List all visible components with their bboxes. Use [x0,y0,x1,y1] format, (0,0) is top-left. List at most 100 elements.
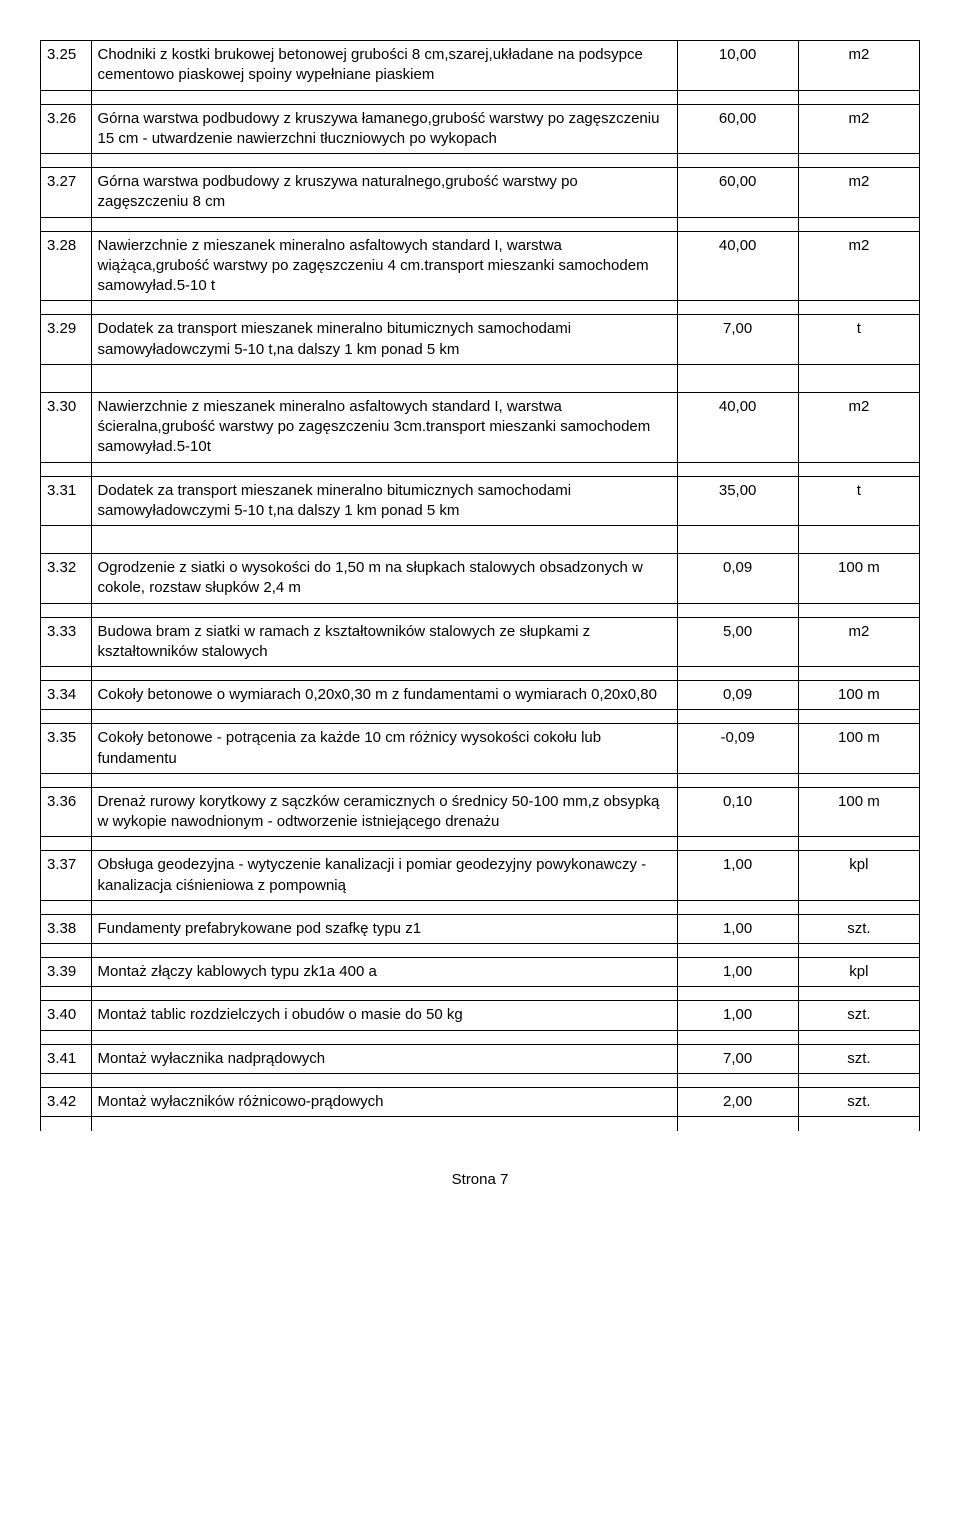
table-row: 3.33Budowa bram z siatki w ramach z kszt… [41,617,920,667]
row-id: 3.40 [41,1001,92,1030]
row-description: Montaż wyłacznika nadprądowych [91,1044,677,1073]
row-description: Nawierzchnie z mieszanek mineralno asfal… [91,392,677,462]
row-quantity: 0,09 [677,554,798,604]
spacer-row [41,526,920,540]
row-unit: 100 m [798,787,919,837]
spacer-row [41,710,920,724]
spacer-row [41,540,920,554]
cost-table: 3.25Chodniki z kostki brukowej betonowej… [40,40,920,1131]
row-description: Chodniki z kostki brukowej betonowej gru… [91,41,677,91]
row-description: Budowa bram z siatki w ramach z kształto… [91,617,677,667]
spacer-row [41,944,920,958]
row-description: Drenaż rurowy korytkowy z sączków cerami… [91,787,677,837]
row-unit: szt. [798,1001,919,1030]
spacer-row [41,1030,920,1044]
spacer-row [41,90,920,104]
row-id: 3.33 [41,617,92,667]
row-quantity: 10,00 [677,41,798,91]
row-id: 3.37 [41,851,92,901]
row-id: 3.38 [41,914,92,943]
row-id: 3.28 [41,231,92,301]
table-row: 3.36Drenaż rurowy korytkowy z sączków ce… [41,787,920,837]
table-row: 3.37Obsługa geodezyjna - wytyczenie kana… [41,851,920,901]
table-row: 3.35Cokoły betonowe - potrącenia za każd… [41,724,920,774]
row-id: 3.26 [41,104,92,154]
table-row: 3.38Fundamenty prefabrykowane pod szafkę… [41,914,920,943]
row-description: Montaż wyłaczników różnicowo-prądowych [91,1087,677,1116]
table-row: 3.30Nawierzchnie z mieszanek mineralno a… [41,392,920,462]
row-quantity: 1,00 [677,958,798,987]
row-quantity: 2,00 [677,1087,798,1116]
spacer-row [41,773,920,787]
spacer-row [41,1117,920,1131]
spacer-row [41,301,920,315]
table-row: 3.39Montaż złączy kablowych typu zk1a 40… [41,958,920,987]
row-unit: kpl [798,958,919,987]
row-quantity: 60,00 [677,104,798,154]
spacer-row [41,667,920,681]
row-unit: m2 [798,168,919,218]
row-id: 3.25 [41,41,92,91]
row-unit: t [798,476,919,526]
row-description: Cokoły betonowe - potrącenia za każde 10… [91,724,677,774]
row-description: Montaż złączy kablowych typu zk1a 400 a [91,958,677,987]
row-unit: m2 [798,617,919,667]
spacer-row [41,217,920,231]
row-quantity: 1,00 [677,914,798,943]
table-row: 3.34Cokoły betonowe o wymiarach 0,20x0,3… [41,681,920,710]
row-description: Nawierzchnie z mieszanek mineralno asfal… [91,231,677,301]
row-unit: m2 [798,231,919,301]
row-quantity: 1,00 [677,1001,798,1030]
spacer-row [41,378,920,392]
spacer-row [41,603,920,617]
row-unit: m2 [798,392,919,462]
row-id: 3.39 [41,958,92,987]
spacer-row [41,364,920,378]
row-id: 3.32 [41,554,92,604]
row-description: Cokoły betonowe o wymiarach 0,20x0,30 m … [91,681,677,710]
row-unit: m2 [798,104,919,154]
row-unit: t [798,315,919,365]
row-quantity: 5,00 [677,617,798,667]
table-row: 3.26Górna warstwa podbudowy z kruszywa ł… [41,104,920,154]
row-id: 3.27 [41,168,92,218]
row-description: Fundamenty prefabrykowane pod szafkę typ… [91,914,677,943]
table-row: 3.41Montaż wyłacznika nadprądowych7,00sz… [41,1044,920,1073]
row-id: 3.31 [41,476,92,526]
row-quantity: 7,00 [677,315,798,365]
page-footer: Strona 7 [40,1171,920,1188]
row-unit: szt. [798,1087,919,1116]
row-id: 3.42 [41,1087,92,1116]
row-quantity: 35,00 [677,476,798,526]
table-row: 3.25Chodniki z kostki brukowej betonowej… [41,41,920,91]
table-row: 3.31Dodatek za transport mieszanek miner… [41,476,920,526]
row-unit: 100 m [798,554,919,604]
row-quantity: 1,00 [677,851,798,901]
row-quantity: 60,00 [677,168,798,218]
row-quantity: 0,10 [677,787,798,837]
row-quantity: 7,00 [677,1044,798,1073]
row-id: 3.34 [41,681,92,710]
spacer-row [41,987,920,1001]
table-row: 3.32Ogrodzenie z siatki o wysokości do 1… [41,554,920,604]
row-unit: szt. [798,1044,919,1073]
table-row: 3.42Montaż wyłaczników różnicowo-prądowy… [41,1087,920,1116]
spacer-row [41,154,920,168]
row-id: 3.35 [41,724,92,774]
row-quantity: 40,00 [677,392,798,462]
table-row: 3.27Górna warstwa podbudowy z kruszywa n… [41,168,920,218]
table-row: 3.40Montaż tablic rozdzielczych i obudów… [41,1001,920,1030]
row-description: Dodatek za transport mieszanek mineralno… [91,476,677,526]
row-description: Górna warstwa podbudowy z kruszywa natur… [91,168,677,218]
row-unit: 100 m [798,724,919,774]
row-quantity: 40,00 [677,231,798,301]
table-row: 3.28Nawierzchnie z mieszanek mineralno a… [41,231,920,301]
row-id: 3.29 [41,315,92,365]
row-description: Ogrodzenie z siatki o wysokości do 1,50 … [91,554,677,604]
row-unit: kpl [798,851,919,901]
spacer-row [41,462,920,476]
row-id: 3.41 [41,1044,92,1073]
row-description: Obsługa geodezyjna - wytyczenie kanaliza… [91,851,677,901]
row-quantity: -0,09 [677,724,798,774]
row-id: 3.36 [41,787,92,837]
